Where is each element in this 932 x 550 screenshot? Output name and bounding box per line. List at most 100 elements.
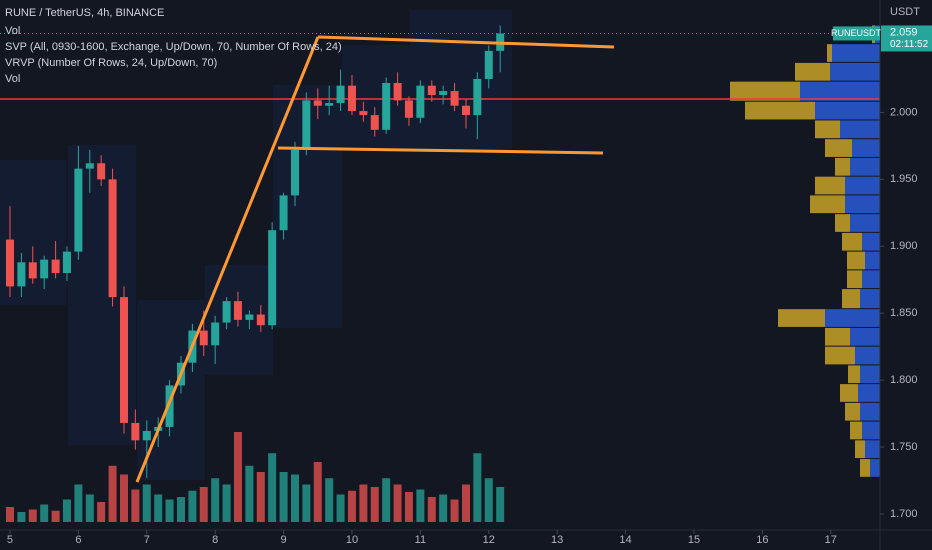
- candle-body: [245, 314, 254, 320]
- legend: RUNE / TetherUS, 4h, BINANCE Vol SVP (Al…: [5, 7, 342, 85]
- x-tick-label: 17: [825, 534, 837, 546]
- profile-up: [860, 402, 880, 421]
- candle-body: [28, 262, 37, 279]
- volume-bar: [199, 487, 208, 522]
- candle-body: [382, 82, 391, 130]
- x-tick-label: 14: [619, 534, 631, 546]
- profile-down: [847, 251, 865, 270]
- time-axis-bg: [0, 530, 932, 550]
- profile-down: [795, 62, 830, 81]
- profile-down: [815, 176, 845, 195]
- candle-body: [461, 105, 470, 116]
- session-box: [410, 10, 512, 150]
- volume-bar: [325, 478, 334, 522]
- profile-up: [830, 62, 880, 81]
- candle-body: [347, 85, 356, 112]
- profile-down: [730, 81, 800, 101]
- volume-bar: [176, 497, 185, 522]
- volume-bar: [5, 507, 14, 522]
- profile-down: [778, 309, 825, 327]
- profile-down: [848, 365, 860, 384]
- candle-body: [290, 149, 299, 196]
- candle-body: [120, 297, 129, 423]
- candle-body: [233, 301, 242, 320]
- candle-body: [359, 111, 368, 116]
- volume-bar: [313, 462, 322, 522]
- profile-down: [860, 459, 870, 477]
- profile-down: [840, 384, 858, 402]
- profile-up: [852, 139, 880, 157]
- volume-bar: [17, 512, 26, 522]
- symbol-label: RUNEUSDT: [831, 28, 882, 38]
- profile-down: [850, 421, 862, 440]
- profile-down: [842, 289, 860, 309]
- price-label: 2.059: [890, 26, 918, 38]
- x-tick-label: 12: [483, 534, 495, 546]
- candle-body: [427, 85, 436, 96]
- profile-up: [845, 195, 880, 214]
- trend-line: [135, 36, 320, 483]
- x-tick-label: 7: [144, 534, 150, 546]
- x-tick-label: 6: [75, 534, 81, 546]
- candle-body: [17, 262, 26, 287]
- profile-down: [845, 402, 860, 421]
- y-tick-label: 1.950: [890, 173, 918, 185]
- profile-down: [745, 101, 815, 120]
- profile-up: [832, 44, 880, 62]
- candle-body: [97, 163, 106, 180]
- volume-profile: [0, 25, 880, 477]
- indicator: Vol: [5, 25, 20, 37]
- volume-bar: [165, 499, 174, 522]
- profile-up: [825, 309, 880, 327]
- volume-bar: [40, 504, 49, 522]
- profile-up: [865, 440, 880, 459]
- volume-bar: [290, 474, 299, 522]
- candle-body: [484, 50, 493, 79]
- x-tick-label: 10: [346, 534, 358, 546]
- indicator: Vol: [5, 73, 20, 85]
- candle-body: [416, 85, 425, 118]
- candle-body: [5, 239, 14, 287]
- volume-bar: [85, 494, 94, 522]
- candle-body: [222, 301, 231, 323]
- volume-bar: [120, 474, 129, 522]
- volume-bar: [233, 432, 242, 522]
- profile-down: [827, 44, 832, 62]
- volume-bar: [393, 484, 402, 522]
- volume-bar: [154, 494, 163, 522]
- y-tick-label: 2.000: [890, 106, 918, 118]
- candle-body: [370, 115, 379, 130]
- volume-bar: [74, 484, 83, 522]
- volume-bar: [439, 494, 448, 522]
- channel-bottom: [277, 146, 604, 155]
- x-tick-label: 13: [551, 534, 563, 546]
- volume-bar: [62, 499, 71, 522]
- volume-bar: [268, 453, 277, 522]
- volume-bar: [302, 484, 311, 522]
- price-axis-bg: [880, 0, 932, 550]
- x-tick-label: 15: [688, 534, 700, 546]
- profile-down: [825, 139, 852, 157]
- candle-body: [473, 78, 482, 116]
- profile-up: [815, 101, 880, 120]
- candle-body: [62, 251, 71, 274]
- profile-down: [825, 327, 850, 346]
- volume-bar: [256, 472, 265, 522]
- profile-down: [815, 120, 840, 139]
- volume-bar: [245, 465, 254, 522]
- countdown: 02:11:52: [890, 39, 929, 50]
- candle-body: [302, 100, 311, 150]
- candle-body: [131, 422, 140, 441]
- volume-bar: [279, 472, 288, 522]
- profile-up: [860, 289, 880, 309]
- profile-down: [842, 232, 862, 251]
- profile-up: [858, 384, 880, 402]
- chart-title: RUNE / TetherUS, 4h, BINANCE: [5, 7, 164, 19]
- y-tick-label: 1.900: [890, 240, 918, 252]
- candle-body: [450, 91, 459, 106]
- candle-body: [108, 179, 117, 298]
- candle-body: [51, 259, 60, 274]
- candle-body: [279, 195, 288, 231]
- volume-bar: [416, 489, 425, 522]
